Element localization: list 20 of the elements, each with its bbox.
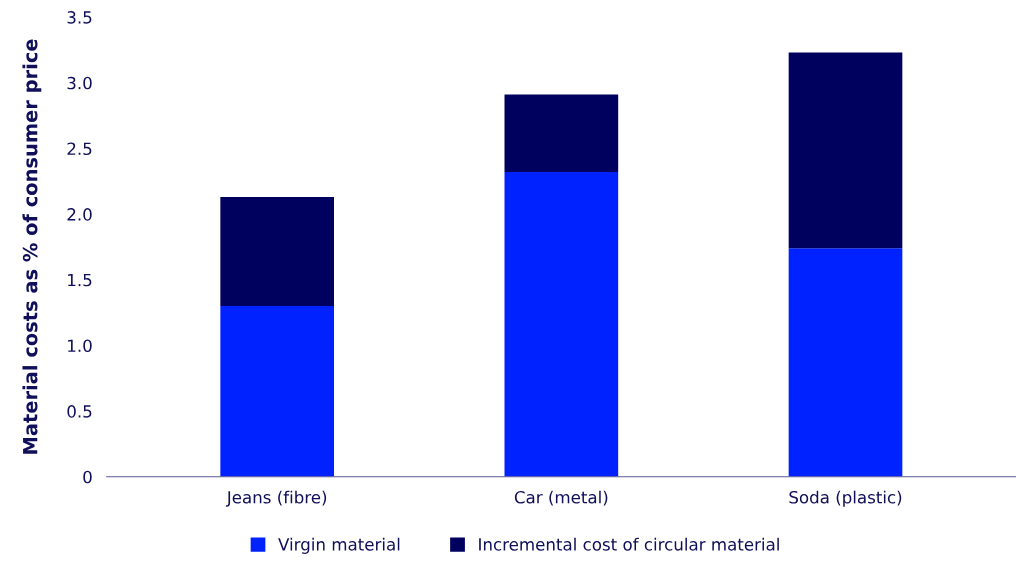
x-tick-label: Car (metal)	[514, 490, 608, 506]
bar	[504, 172, 619, 477]
bar	[220, 197, 335, 307]
y-tick-label: 3.0	[67, 76, 92, 90]
y-tick-label: 3.5	[67, 11, 92, 24]
y-tick-label: 0	[83, 470, 92, 484]
bar	[788, 248, 903, 477]
y-tick-label: 1.0	[68, 339, 92, 353]
bar	[220, 306, 335, 477]
legend-label: Incremental cost of circular material	[479, 537, 779, 551]
legend-label: Virgin material	[278, 537, 400, 554]
bar	[788, 52, 903, 249]
y-tick-label: 2.5	[67, 142, 92, 156]
x-tick-label: Jeans (fibre)	[225, 490, 327, 507]
y-axis-title: Material costs as % of consumer price	[22, 39, 42, 454]
y-tick-label: 0.5	[67, 405, 92, 418]
x-tick-label: Soda (plastic)	[789, 490, 902, 507]
y-tick-label: 2.0	[67, 208, 92, 221]
y-tick-label: 1.5	[68, 273, 92, 287]
bar	[504, 94, 619, 173]
